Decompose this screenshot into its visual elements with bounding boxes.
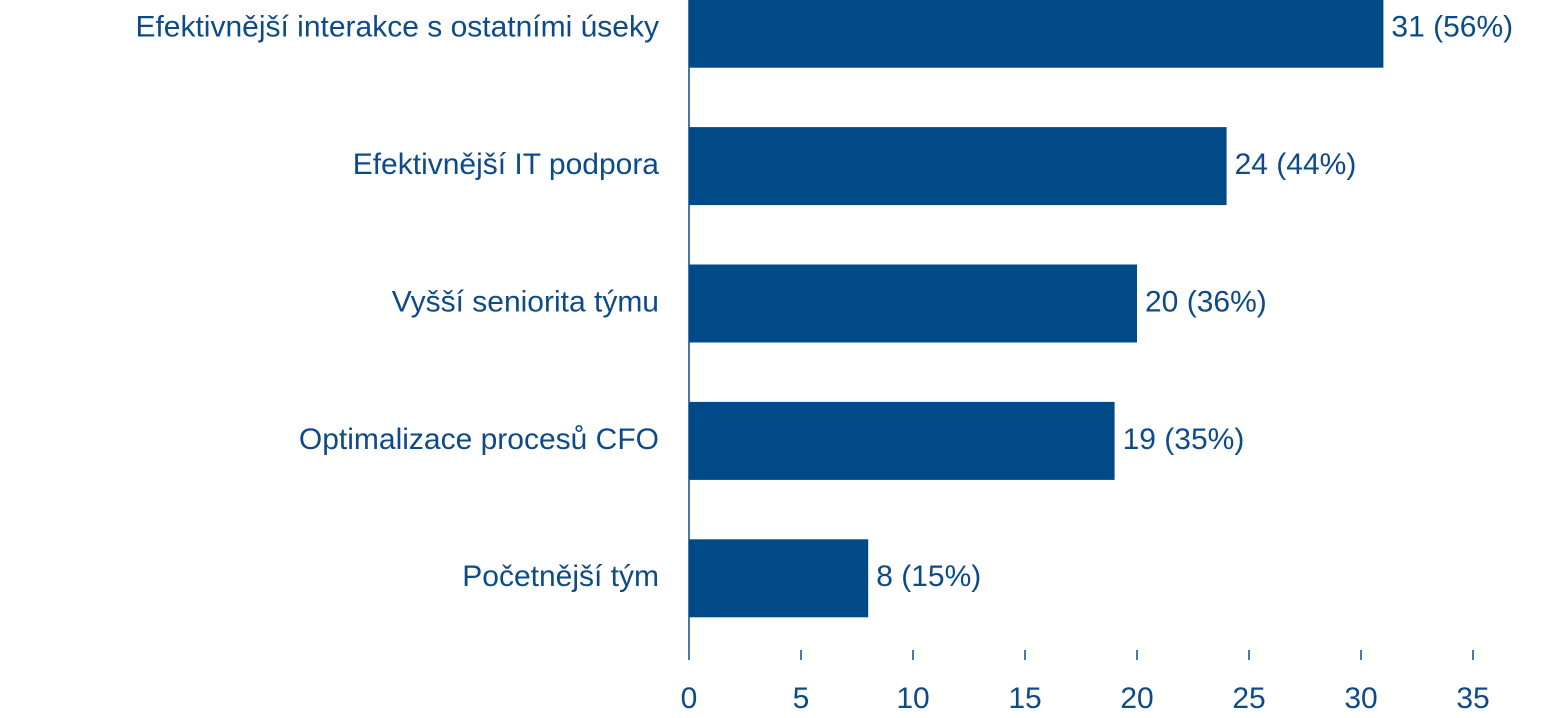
x-tick-label: 15 xyxy=(1008,682,1041,715)
x-tick-label: 20 xyxy=(1120,682,1153,715)
bar xyxy=(689,264,1137,343)
value-label: 31 (56%) xyxy=(1391,11,1513,44)
x-tick-label: 35 xyxy=(1456,682,1489,715)
bar xyxy=(689,539,869,618)
value-label: 19 (35%) xyxy=(1123,423,1245,456)
value-label: 20 (36%) xyxy=(1145,285,1267,318)
y-tick-label: Efektivnější IT podpora xyxy=(353,148,660,181)
bar xyxy=(689,0,1384,68)
x-tick-label: 10 xyxy=(896,682,929,715)
y-tick-label: Optimalizace procesů CFO xyxy=(299,423,659,456)
y-tick-label: Početnější tým xyxy=(462,560,659,593)
bar xyxy=(689,127,1227,206)
value-label: 24 (44%) xyxy=(1235,148,1357,181)
x-tick-label: 25 xyxy=(1232,682,1265,715)
value-label: 8 (15%) xyxy=(876,560,981,593)
y-tick-label: Efektivnější interakce s ostatními úseky xyxy=(135,11,659,44)
bar xyxy=(689,401,1115,480)
x-tick-label: 30 xyxy=(1344,682,1377,715)
x-tick-label: 0 xyxy=(681,682,698,715)
x-tick-label: 5 xyxy=(793,682,810,715)
y-tick-label: Vyšší seniorita týmu xyxy=(392,285,659,318)
